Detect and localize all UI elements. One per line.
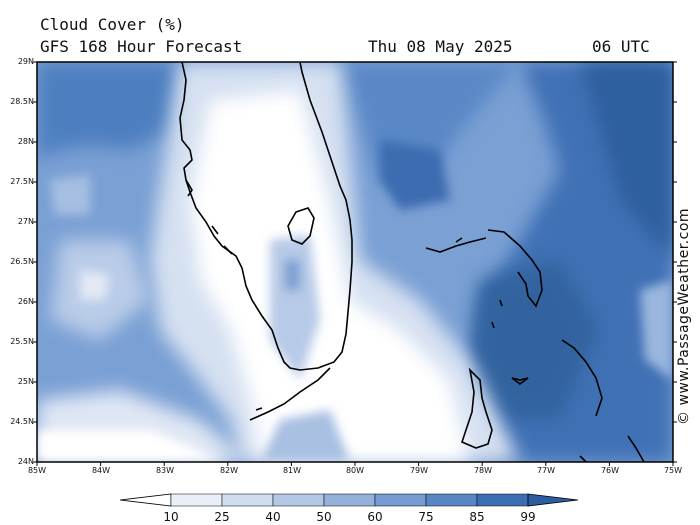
bimini	[491, 299, 503, 329]
legend-label: 60	[367, 510, 383, 524]
lat-label: 27.5N	[10, 177, 34, 186]
coastline-outlines	[179, 62, 646, 462]
exuma	[511, 377, 587, 462]
andros-island	[461, 367, 493, 449]
time-label: 06 UTC	[592, 37, 650, 56]
lat-label: 25.5N	[10, 337, 34, 346]
model-label: GFS 168 Hour Forecast	[40, 37, 243, 56]
lat-label: 28N	[17, 137, 34, 146]
legend-label: 40	[265, 510, 281, 524]
grand-bahama	[425, 237, 487, 253]
legend-swatch	[221, 493, 274, 507]
florida-keys	[249, 367, 331, 421]
legend-swatch	[425, 493, 478, 507]
lon-label: 77W	[536, 466, 556, 475]
lon-label: 81W	[282, 466, 302, 475]
chart-title: Cloud Cover (%)	[40, 15, 185, 34]
lon-label: 83W	[155, 466, 175, 475]
lat-label: 28.5N	[10, 97, 34, 106]
legend-swatch	[374, 493, 427, 507]
legend-label: 85	[469, 510, 485, 524]
lat-label: 26.5N	[10, 257, 34, 266]
lat-label: 24N	[17, 457, 34, 466]
passageweather-credit: © www.PassageWeather.com	[676, 207, 692, 425]
legend-swatch	[272, 493, 325, 507]
legend-colorbar	[119, 493, 579, 507]
lake-okeechobee	[287, 207, 315, 245]
lon-label: 76W	[600, 466, 620, 475]
florida-coastline	[179, 62, 353, 371]
legend-swatch	[323, 493, 376, 507]
lat-label: 25N	[17, 377, 34, 386]
lon-label: 84W	[91, 466, 111, 475]
eleuthera	[561, 339, 603, 417]
lat-label: 24.5N	[10, 417, 34, 426]
lon-label: 78W	[473, 466, 493, 475]
legend-swatch	[476, 493, 529, 507]
tampa-bay	[185, 179, 233, 255]
axis-ticks	[33, 61, 677, 466]
legend-label: 75	[418, 510, 434, 524]
abaco-island	[487, 229, 543, 308]
date-label: Thu 08 May 2025	[368, 37, 513, 56]
legend-label: 50	[316, 510, 332, 524]
legend-label: 99	[520, 510, 536, 524]
legend-arrow-low	[119, 493, 172, 507]
lat-label: 29N	[17, 57, 34, 66]
lon-label: 75W	[663, 466, 683, 475]
legend-swatch	[170, 493, 223, 507]
lat-label: 27N	[17, 217, 34, 226]
cloud-cover-field	[37, 62, 673, 462]
lat-label: 26N	[17, 297, 34, 306]
lon-label: 85W	[27, 466, 47, 475]
lon-label: 80W	[345, 466, 365, 475]
legend-label: 10	[163, 510, 179, 524]
legend-label: 25	[214, 510, 230, 524]
lon-label: 79W	[409, 466, 429, 475]
cat-island	[627, 435, 646, 462]
legend-arrow-high	[527, 493, 579, 507]
lon-label: 82W	[219, 466, 239, 475]
